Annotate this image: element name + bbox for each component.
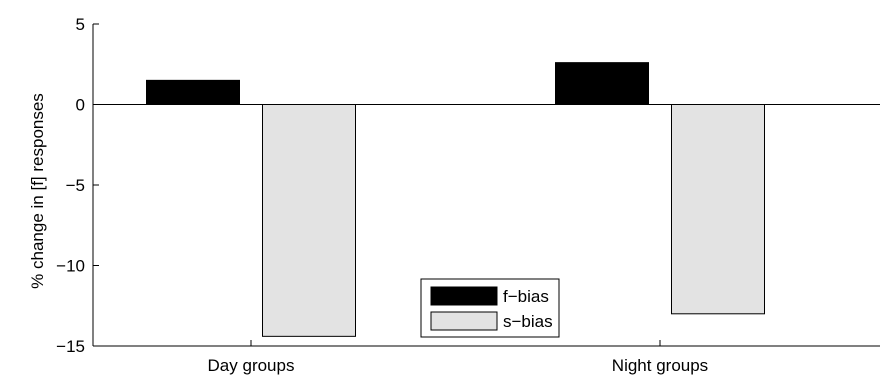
legend-swatch-f-bias	[430, 286, 498, 306]
legend-swatch-s-bias	[430, 311, 498, 331]
legend-label-f-bias: f−bias	[503, 287, 549, 306]
axes: 5 0 −5 −10 −15 Day groups Night groups	[56, 15, 880, 375]
bar-f-bias-night	[555, 62, 649, 105]
bar-s-bias-day	[262, 104, 356, 337]
legend: f−bias s−bias	[420, 278, 560, 338]
x-tick-label: Day groups	[208, 356, 295, 375]
y-tick-label: 0	[76, 96, 85, 115]
bar-f-bias-day	[146, 79, 240, 105]
y-axis-label: % change in [f] responses	[28, 93, 47, 289]
y-tick-label: 5	[76, 15, 85, 34]
x-tick-label: Night groups	[612, 356, 708, 375]
y-tick-label: −10	[56, 257, 85, 276]
plot-area	[93, 62, 880, 337]
y-tick-label: −5	[66, 176, 85, 195]
bar-s-bias-night	[671, 104, 765, 315]
y-tick-label: −15	[56, 337, 85, 356]
legend-label-s-bias: s−bias	[503, 312, 553, 331]
